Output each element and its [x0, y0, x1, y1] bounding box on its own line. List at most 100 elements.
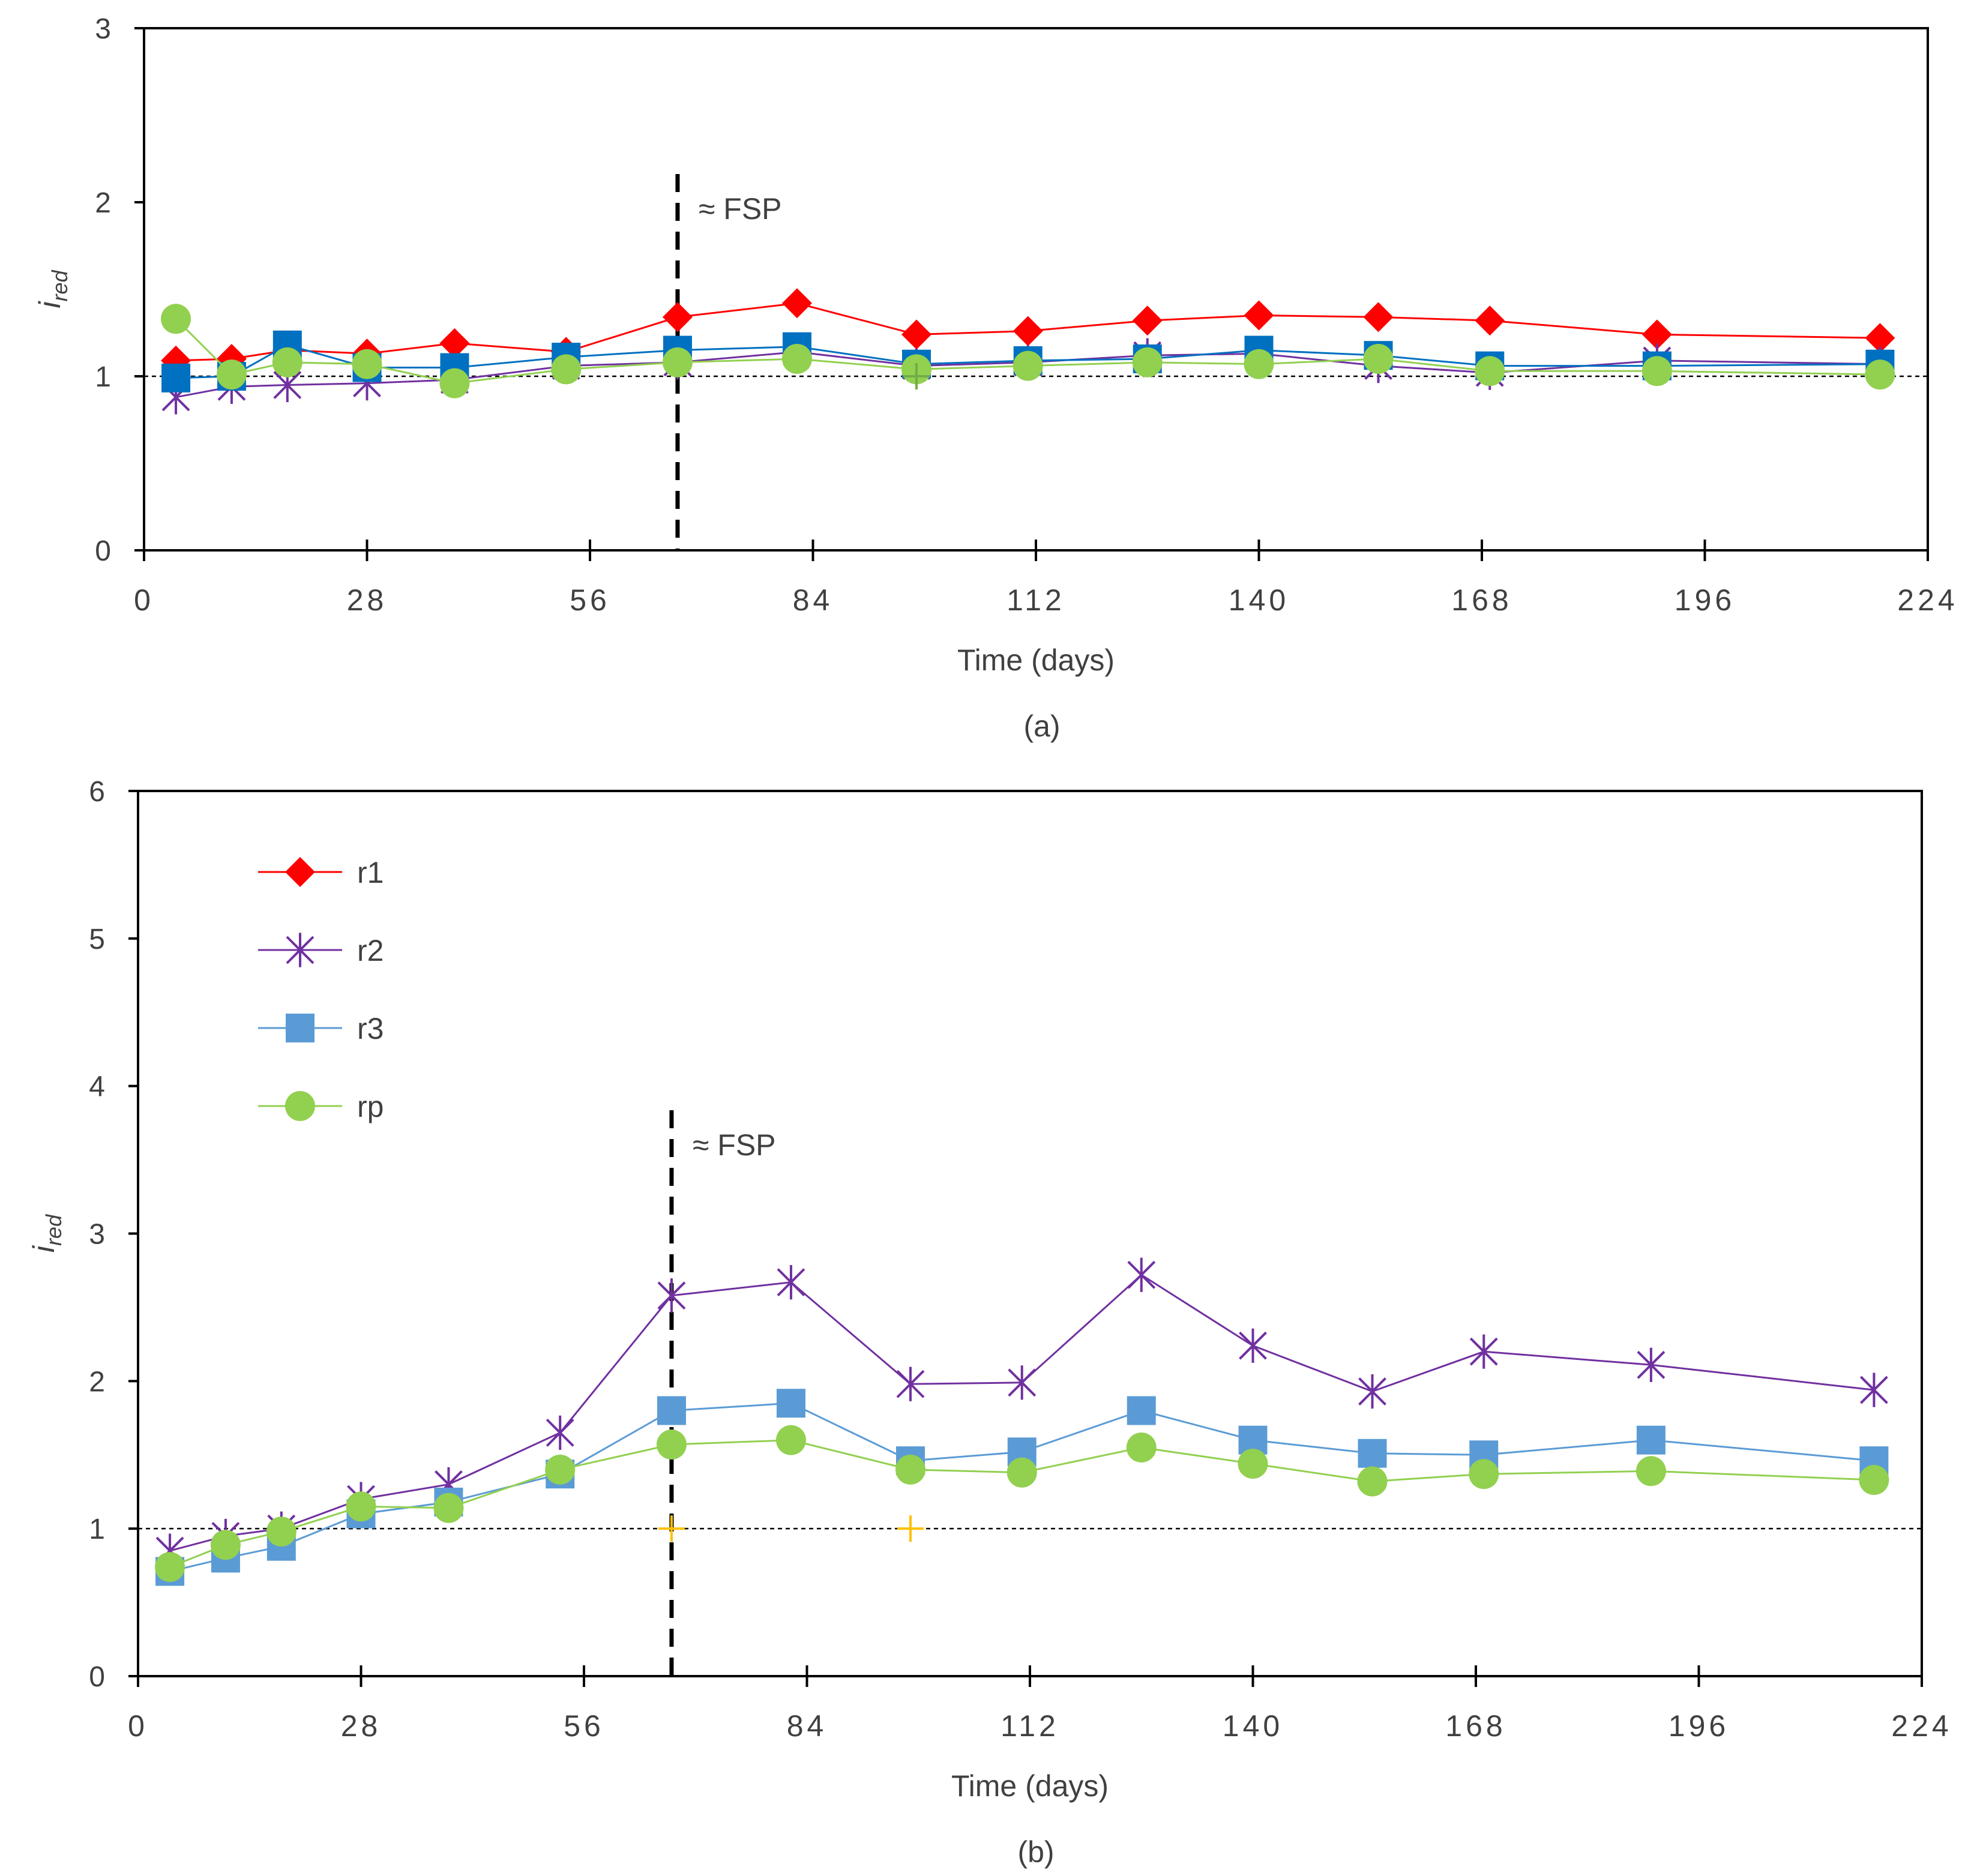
data-point-r3	[161, 363, 191, 392]
x-tick-label: 224	[1891, 1709, 1952, 1743]
data-point-rp	[1642, 356, 1672, 386]
y-axis-label: ired	[33, 269, 72, 308]
x-tick-label: 196	[1675, 583, 1735, 617]
data-point-rp	[1635, 1456, 1666, 1487]
data-point-r3	[776, 1389, 805, 1418]
y-tick-label: 5	[89, 924, 105, 955]
x-axis-label: Time (days)	[957, 643, 1115, 677]
series-line-r1	[176, 302, 1880, 362]
data-point-r1	[1013, 316, 1043, 346]
data-point-r2	[777, 1265, 805, 1300]
legend-marker-r1	[285, 857, 315, 887]
fsp-label: ≈ FSP	[693, 1128, 776, 1162]
chart-panel-a: 0 1 2 3 0 28 56 84 112 140 168 196 224 Time (days) ire…	[33, 13, 1955, 743]
data-point-rp	[1244, 349, 1274, 379]
data-point-r1	[781, 288, 812, 319]
data-point-rp	[545, 1454, 576, 1485]
x-tick-label: 140	[1229, 583, 1289, 617]
series-line-r3	[176, 344, 1880, 379]
data-point-r3	[1636, 1425, 1666, 1455]
x-tick-label: 140	[1223, 1709, 1283, 1743]
y-tick-label: 0	[89, 1661, 105, 1693]
panel-label: (b)	[1017, 1835, 1054, 1869]
y-tick-label: 1	[95, 361, 111, 393]
data-point-r1	[1475, 305, 1505, 336]
series-line-r2	[169, 1273, 1874, 1552]
data-point-rp	[551, 354, 582, 385]
fsp-label: ≈ FSP	[699, 192, 782, 226]
data-point-r3	[657, 1396, 686, 1425]
y-axis-label: ired	[27, 1214, 66, 1252]
data-point-rp	[1132, 347, 1163, 377]
data-point-r2	[1008, 1365, 1037, 1400]
data-point-r1	[1865, 323, 1895, 353]
data-point-r2	[1859, 1372, 1888, 1407]
series-r2	[155, 1257, 1888, 1568]
data-point-r1	[439, 328, 470, 358]
series-line-rp	[175, 318, 1880, 385]
y-tick-label: 3	[89, 1219, 105, 1251]
data-point-rp	[216, 359, 247, 390]
data-point-rp	[352, 349, 382, 379]
x-tick-label: 84	[793, 583, 834, 617]
y-tick-label: 3	[95, 13, 111, 45]
data-point-r1	[1132, 305, 1163, 336]
x-tick-label: 168	[1451, 583, 1512, 617]
legend-label-r1: r1	[357, 856, 384, 889]
x-tick-label: 56	[564, 1709, 604, 1743]
legend: r1 r2 r3 rp	[258, 856, 384, 1123]
x-tick-label: 112	[1007, 583, 1065, 617]
data-point-rp	[1357, 1466, 1388, 1497]
data-point-r1	[1642, 319, 1672, 350]
data-point-rp	[662, 347, 693, 377]
data-point-rp	[775, 1425, 806, 1455]
legend-marker-r3	[286, 1014, 314, 1042]
series-line-r3	[169, 1402, 1874, 1572]
y-tick-label: 2	[89, 1366, 105, 1398]
data-point-rp	[346, 1491, 376, 1522]
series-rp	[161, 304, 1895, 398]
series-rp	[155, 1425, 1889, 1583]
data-point-rp	[1859, 1465, 1889, 1496]
legend-label-rp: rp	[357, 1090, 384, 1123]
data-point-rp	[1007, 1457, 1037, 1488]
data-point-r2	[1358, 1374, 1386, 1409]
series-line-r2	[175, 350, 1880, 398]
x-tick-label: 112	[1001, 1709, 1059, 1743]
data-point-r2	[1469, 1334, 1498, 1369]
data-point-rp	[161, 304, 191, 334]
data-point-rp	[210, 1530, 241, 1560]
x-tick-label: 28	[341, 1709, 382, 1743]
data-point-rp	[895, 1454, 925, 1485]
y-tick-label: 1	[89, 1514, 105, 1545]
legend-label-r2: r2	[357, 934, 384, 967]
x-tick-label: 56	[570, 583, 610, 617]
data-point-rp	[1013, 350, 1043, 381]
data-point-rp	[781, 344, 812, 374]
y-tick-label: 2	[95, 187, 111, 219]
data-point-rp	[439, 368, 470, 398]
x-tick-label: 0	[134, 583, 154, 617]
data-point-r3	[1127, 1396, 1156, 1425]
data-point-r2	[1239, 1328, 1267, 1363]
x-tick-label: 196	[1669, 1709, 1729, 1743]
data-point-rp	[1865, 359, 1895, 390]
data-point-rp	[155, 1552, 185, 1583]
y-tick-label: 6	[89, 776, 105, 808]
data-point-r2	[1127, 1257, 1156, 1292]
data-point-rp	[266, 1517, 296, 1547]
x-tick-label: 168	[1445, 1709, 1506, 1743]
legend-label-r3: r3	[357, 1012, 384, 1045]
data-point-rp	[656, 1430, 687, 1460]
data-point-r2	[896, 1366, 925, 1401]
data-point-r1	[1363, 302, 1394, 332]
data-point-rp	[1469, 1459, 1499, 1490]
data-point-rp	[433, 1493, 464, 1523]
data-point-r1	[901, 319, 931, 350]
panel-label: (a)	[1023, 709, 1060, 743]
x-tick-label: 84	[787, 1709, 828, 1743]
data-point-rp	[1475, 356, 1505, 386]
data-point-r2	[546, 1415, 574, 1450]
